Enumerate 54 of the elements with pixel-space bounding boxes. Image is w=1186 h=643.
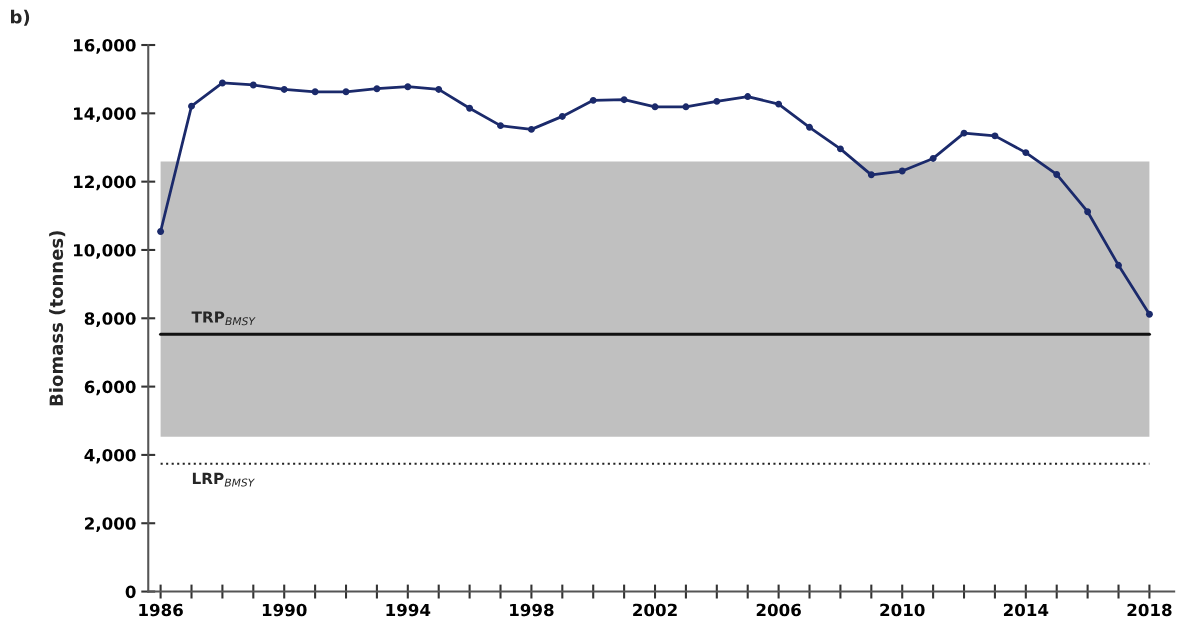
y-tick-label: 14,000 [74,107,136,123]
point [435,85,443,93]
point [373,85,381,93]
point [1084,208,1092,216]
x-tick-label: 2018 [1127,603,1172,617]
point [713,97,721,105]
point [249,81,257,89]
x-tick-label: 2006 [756,603,801,617]
point [466,104,474,112]
point [1145,310,1153,318]
point [497,122,504,130]
point [836,145,844,153]
x-tick-label: 1986 [139,603,183,617]
ref-line-label: LRP$_{BMSY}$ [192,472,255,487]
point [342,88,350,96]
y-tick-label: 16,000 [74,38,136,54]
point [1053,171,1061,178]
text: b) [11,9,30,26]
x-tick-label: 2010 [880,603,925,617]
ref-line-label: TRP$_{BMSY}$ [191,311,256,326]
point [311,88,319,96]
point [867,171,875,179]
y-tick-label: 6,000 [84,380,136,396]
y-tick-label: 10,000 [74,243,136,259]
point [157,228,165,235]
point [188,102,195,110]
point [589,96,597,104]
x-tick-label: 1998 [510,603,554,617]
point [898,167,906,175]
point [527,125,535,133]
y-tick-label: 2,000 [85,517,136,532]
x-tick-label: 1994 [386,603,431,617]
point [806,123,813,131]
point [280,85,288,93]
point [620,96,628,104]
point [775,100,783,108]
y-tick-label: 8,000 [84,312,136,327]
y-tick-label: 0 [125,585,136,599]
y-tick-label: 4,000 [84,448,136,464]
x-tick-label: 1990 [262,603,307,617]
point [651,103,659,111]
point [558,112,566,120]
y-tick-label: 12,000 [74,175,136,191]
point [929,154,937,162]
point [744,93,752,101]
y-axis-title: Biomass (tonnes) [49,231,66,406]
point [960,129,968,137]
x-tick-label: 2014 [1003,603,1049,617]
point [404,83,412,91]
point [682,103,690,111]
point [1115,261,1122,269]
point [218,79,226,87]
x-tick-label: 2002 [633,603,677,617]
point [1022,149,1030,157]
